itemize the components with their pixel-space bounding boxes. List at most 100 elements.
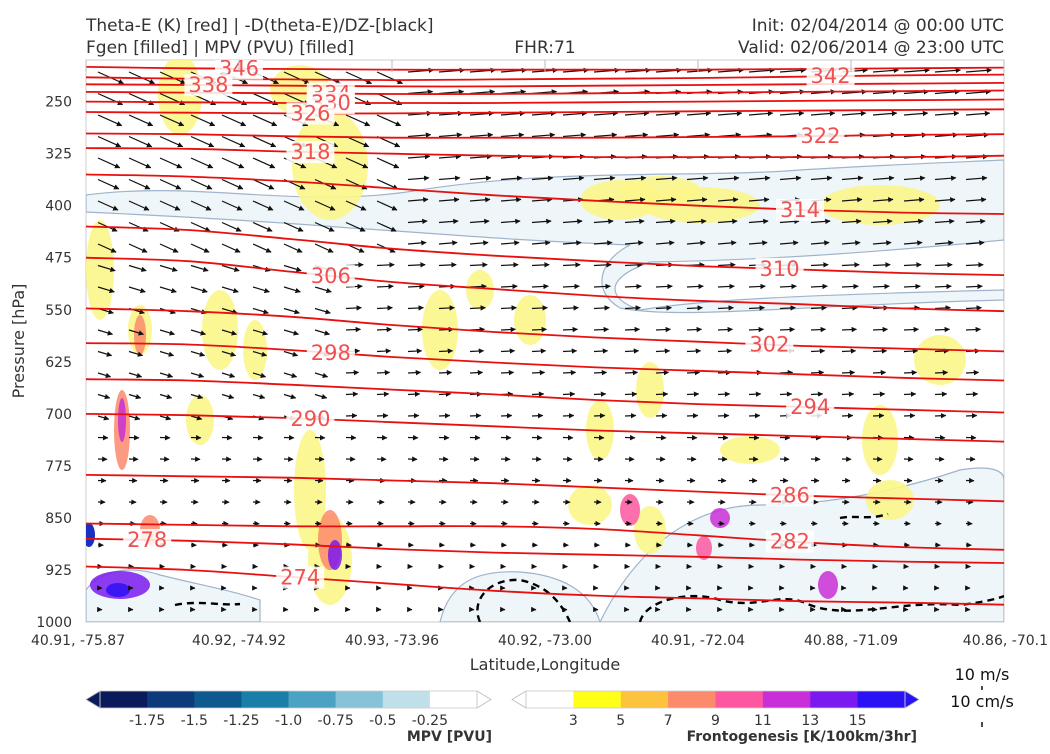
- fgen-max-1: [118, 398, 126, 442]
- colorbar-tick-0: -1.75: [129, 713, 165, 729]
- fgen-max-4: [328, 540, 342, 570]
- wind-vector-450: [563, 394, 575, 395]
- wind-vector-453: [656, 394, 668, 395]
- wind-vector-337: [656, 308, 671, 309]
- x-axis-label: Latitude,Longitude: [470, 655, 621, 674]
- wind-vector-478: [532, 416, 543, 417]
- x-tick-1: 40.92, -74.92: [192, 633, 286, 649]
- wind-vector-391: [532, 351, 546, 352]
- wind-vector-396: [687, 351, 701, 352]
- init-time: Init: 02/04/2014 @ 00:00 UTC: [752, 16, 1004, 36]
- wind-vector-432: [904, 372, 917, 373]
- fgen-max-8: [818, 571, 838, 599]
- colorbar-swatch-1: [573, 691, 621, 708]
- wind-vector-365: [625, 329, 640, 330]
- wind-vector-331: [470, 308, 485, 309]
- wind-vector-414: [346, 372, 359, 373]
- y-tick-250: 250: [45, 95, 72, 111]
- wind-vector-316: [904, 286, 920, 287]
- fgen-patch-10: [243, 320, 267, 380]
- valid-time: Valid: 02/06/2014 @ 23:00 UTC: [738, 38, 1004, 58]
- wind-vector-404: [935, 351, 949, 352]
- fgen-patch-20: [720, 436, 780, 464]
- wind-vector-309: [687, 286, 703, 287]
- wind-vector-346: [935, 308, 950, 309]
- vector-key-vertical: 10 cm/s: [950, 692, 1014, 711]
- wind-vector-451: [594, 394, 606, 395]
- theta-e-label-278: 278: [127, 528, 167, 552]
- wind-vector-488: [842, 416, 853, 417]
- colorbar-swatch-1: [147, 691, 195, 708]
- wind-vector-333: [532, 308, 547, 309]
- wind-vector-338: [687, 308, 702, 309]
- wind-vector-489: [873, 416, 884, 417]
- wind-vector-347: [966, 308, 981, 309]
- wind-vector-388: [439, 351, 453, 352]
- wind-vector-374: [904, 329, 919, 330]
- theta-e-label-318: 318: [290, 140, 330, 164]
- wind-vector-445: [408, 394, 420, 395]
- vector-key-horizontal: 10 m/s: [955, 665, 1010, 684]
- wind-vector-492: [966, 416, 977, 417]
- wind-vector-483: [687, 416, 698, 417]
- y-tick-1000: 1000: [36, 615, 72, 631]
- wind-vector-491: [935, 416, 946, 417]
- wind-vector-306: [594, 286, 610, 287]
- wind-vector-443: [346, 394, 358, 395]
- x-tick-6: 40.86, -70.1: [963, 633, 1048, 649]
- wind-vector-335: [594, 308, 609, 309]
- colorbar-swatch-6: [383, 691, 431, 708]
- wind-vector-461: [904, 394, 916, 395]
- colorbar-tick-5: 13: [801, 713, 819, 729]
- colorbar-tick-6: 15: [849, 713, 867, 729]
- colorbar-extend-right: [905, 691, 919, 708]
- mpv-colorbar: -1.75-1.5-1.25-1.0-0.75-0.5-0.25: [86, 691, 491, 729]
- colorbar-swatch-2: [194, 691, 242, 708]
- y-tick-625: 625: [45, 355, 72, 371]
- x-tick-0: 40.91, -75.87: [31, 633, 125, 649]
- wind-vector-477: [501, 416, 512, 417]
- wind-vector-308: [656, 286, 672, 287]
- colorbar-swatch-4: [289, 691, 337, 708]
- fgen-patch-5: [620, 176, 700, 204]
- theta-e-label-306: 306: [311, 264, 351, 288]
- y-tick-550: 550: [45, 303, 72, 319]
- title-left-line1: Theta-E (K) [red] | -D(theta-E)/DZ-[blac…: [85, 16, 434, 36]
- wind-vector-386: [377, 351, 391, 352]
- forecast-hour: FHR:71: [514, 38, 575, 58]
- wind-vector-362: [532, 329, 547, 330]
- wind-vector-372: [842, 329, 857, 330]
- wind-vector-425: [687, 372, 700, 373]
- wind-vector-303: [501, 286, 517, 287]
- colorbar-swatch-3: [241, 691, 289, 708]
- wind-vector-327: [346, 308, 361, 309]
- colorbar-extend-left: [86, 691, 100, 708]
- fgen-max-5: [620, 494, 640, 526]
- colorbar-tick-2: -1.25: [223, 713, 259, 729]
- fgen-patch-4: [820, 185, 940, 225]
- colorbar-tick-6: -0.25: [412, 713, 448, 729]
- x-tick-2: 40.93, -73.96: [345, 633, 439, 649]
- x-tick-4: 40.91, -72.04: [651, 633, 745, 649]
- mpv-colorbar-label: MPV [PVU]: [407, 729, 492, 745]
- wind-vector-390: [501, 351, 515, 352]
- wind-vector-424: [656, 372, 669, 373]
- wind-vector-480: [594, 416, 605, 417]
- wind-vector-387: [408, 351, 422, 352]
- colorbar-swatch-5: [336, 691, 384, 708]
- wind-vector-463: [966, 394, 978, 395]
- wind-vector-459: [842, 394, 854, 395]
- colorbar-swatch-6: [810, 691, 858, 708]
- y-tick-925: 925: [45, 563, 72, 579]
- wind-vector-389: [470, 351, 484, 352]
- fgen-patch-23: [568, 485, 612, 525]
- colorbar-swatch-7: [430, 691, 478, 708]
- wind-vector-456: [749, 394, 761, 395]
- wind-vector-429: [811, 372, 824, 373]
- wind-vector-375: [935, 329, 950, 330]
- wind-vector-339: [718, 308, 733, 309]
- theta-e-label-322: 322: [800, 124, 840, 148]
- wind-vector-460: [873, 394, 885, 395]
